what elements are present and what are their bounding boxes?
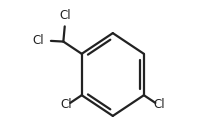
Text: Cl: Cl: [60, 98, 72, 111]
Text: Cl: Cl: [154, 98, 165, 111]
Text: Cl: Cl: [59, 9, 70, 22]
Text: Cl: Cl: [32, 34, 44, 47]
